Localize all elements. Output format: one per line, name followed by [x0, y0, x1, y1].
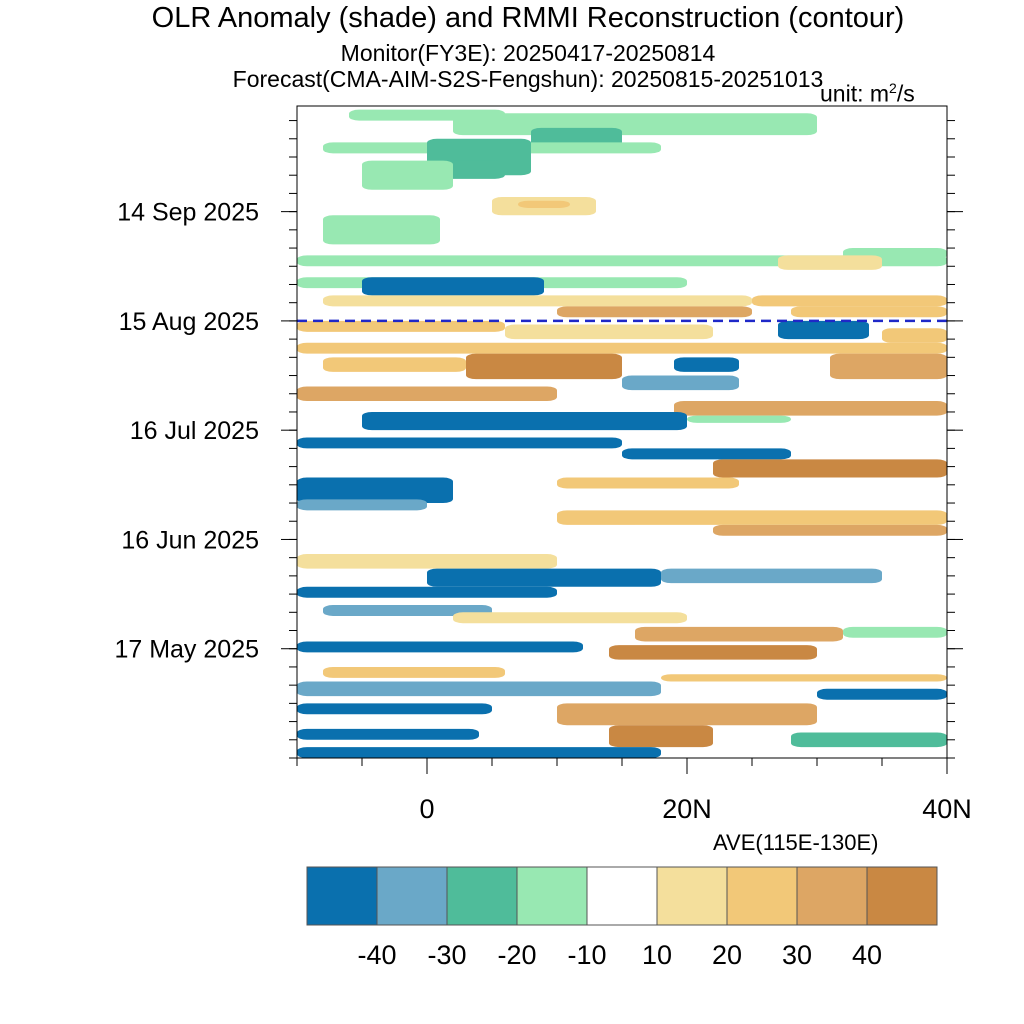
olr-shade-band	[440, 160, 505, 179]
colorbar-swatch	[866, 866, 938, 926]
olr-shade-band	[791, 306, 947, 318]
olr-shade-band	[609, 645, 817, 660]
olr-shade-band	[323, 605, 492, 616]
olr-shade-band	[752, 295, 947, 307]
colorbar-swatch	[796, 866, 868, 926]
olr-shade-band	[882, 328, 947, 343]
y-tick-label: 15 Aug 2025	[119, 308, 259, 336]
olr-shade-band	[778, 320, 869, 340]
x-tick-label: 0	[419, 794, 434, 824]
olr-shade-band	[661, 674, 947, 682]
olr-shade-band	[518, 200, 570, 208]
olr-shade-band	[297, 703, 492, 715]
olr-shade-band	[791, 732, 947, 748]
olr-shade-band	[453, 113, 817, 136]
colorbar-tick-label: 40	[852, 940, 882, 970]
colorbar-swatch	[726, 866, 798, 926]
olr-shade-band	[778, 255, 882, 270]
olr-shade-band	[323, 666, 505, 678]
colorbar-tick-label: 20	[712, 940, 742, 970]
olr-shade-band	[297, 747, 661, 758]
olr-shade-band	[453, 612, 687, 624]
olr-shade-band	[674, 401, 947, 416]
olr-shade-band	[297, 477, 453, 504]
olr-shade-band	[557, 477, 739, 489]
olr-shade-band	[817, 688, 947, 700]
y-tick-label: 16 Jun 2025	[121, 526, 259, 554]
chart-title: OLR Anomaly (shade) and RMMI Reconstruct…	[151, 2, 905, 34]
olr-shade-band	[362, 411, 687, 431]
olr-shade-band	[505, 324, 713, 340]
olr-shade-band	[297, 586, 557, 598]
olr-shade-band	[843, 626, 947, 638]
x-tick-label: 40N	[922, 794, 972, 824]
colorbar-swatch	[586, 866, 658, 926]
olr-shade-band	[362, 277, 544, 296]
colorbar-tick-label: -40	[357, 940, 396, 970]
olr-shade-band	[297, 437, 622, 449]
x-tick-label: 20N	[662, 794, 712, 824]
colorbar-tick-label: -10	[567, 940, 606, 970]
colorbar-swatch	[376, 866, 448, 926]
y-tick-label: 17 May 2025	[114, 636, 259, 664]
x-axis-label: AVE(115E-130E)	[713, 830, 879, 855]
olr-shade-band	[557, 703, 817, 726]
olr-shade-band	[830, 353, 947, 380]
olr-shade-band	[323, 295, 752, 307]
olr-shade-band	[622, 375, 739, 391]
colorbar-tick-label: -30	[427, 940, 466, 970]
olr-shade-band	[557, 306, 752, 318]
olr-shade-band	[713, 524, 947, 536]
olr-shade-band	[297, 728, 479, 740]
colorbar-swatch	[516, 866, 588, 926]
olr-shade-band	[466, 353, 622, 380]
olr-shade-band	[297, 499, 427, 511]
colorbar-swatch	[446, 866, 518, 926]
olr-shade-band	[531, 127, 622, 147]
y-tick-label: 16 Jul 2025	[130, 417, 259, 445]
olr-shade-band	[362, 160, 453, 190]
colorbar-tick-label: 10	[642, 940, 672, 970]
chart-subtitle-forecast: Forecast(CMA-AIM-S2S-Fengshun): 20250815…	[232, 66, 824, 92]
olr-shade-band	[323, 215, 440, 245]
olr-shade-band	[297, 342, 947, 354]
y-tick-label: 14 Sep 2025	[117, 199, 259, 227]
olr-shade-band	[713, 459, 947, 478]
olr-shade-band	[297, 641, 583, 653]
colorbar-swatch	[656, 866, 728, 926]
olr-shade-band	[635, 626, 843, 642]
colorbar-tick-label: 30	[782, 940, 812, 970]
chart-subtitle-monitor: Monitor(FY3E): 20250417-20250814	[340, 40, 716, 66]
colorbar-swatch	[306, 866, 378, 926]
olr-shade-band	[622, 448, 791, 460]
unit-label: unit: m2/s	[820, 80, 915, 107]
olr-shade-band	[427, 568, 661, 587]
plot-background	[297, 106, 947, 758]
colorbar-tick-label: -20	[497, 940, 536, 970]
olr-shade-band	[609, 725, 713, 748]
olr-shade-band	[297, 681, 661, 697]
olr-shade-band	[557, 510, 947, 525]
olr-shade-band	[297, 320, 505, 332]
olr-shade-band	[661, 568, 882, 584]
olr-shade-band	[687, 415, 791, 423]
olr-shade-band	[674, 357, 739, 372]
olr-shade-band	[297, 554, 557, 569]
olr-shade-band	[297, 386, 557, 402]
olr-shade-band	[323, 357, 466, 372]
